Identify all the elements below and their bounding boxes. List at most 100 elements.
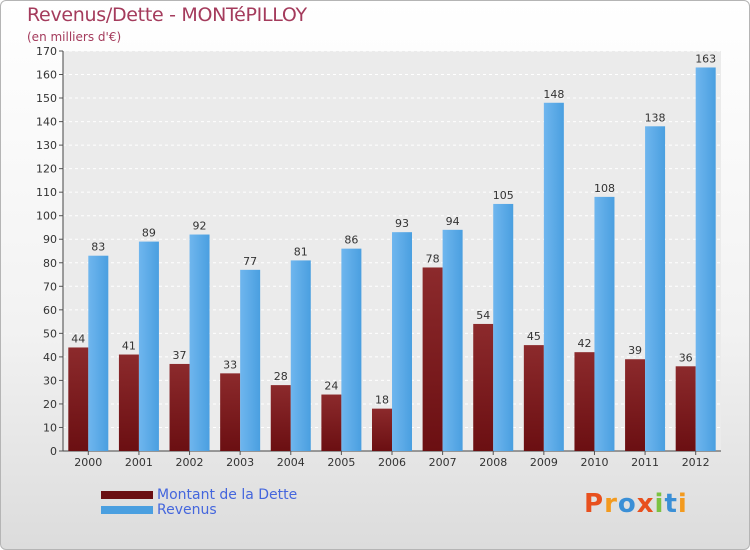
bar-dette [675,366,696,451]
data-label: 33 [223,358,237,371]
data-label: 45 [527,330,541,343]
bar-revenus [493,203,514,451]
y-tick-label: 40 [43,351,57,364]
legend-label-dette: Montant de la Dette [157,486,298,503]
bar-revenus [543,102,564,451]
chart-subtitle: (en milliers d'€) [27,30,122,44]
data-label: 24 [324,380,338,393]
x-tick-label: 2010 [580,456,608,469]
bar-dette [169,363,190,451]
data-label: 105 [493,189,514,202]
logo-letter: x [636,489,655,519]
logo-letter: o [617,489,637,519]
bar-dette [574,352,595,451]
bar-revenus [695,67,716,452]
data-label: 18 [375,394,389,407]
data-label: 83 [91,241,105,254]
y-tick-label: 50 [43,327,57,340]
data-label: 94 [446,215,460,228]
data-label: 42 [577,337,591,350]
data-label: 77 [243,255,257,268]
y-tick-label: 10 [43,421,57,434]
x-tick-label: 2000 [74,456,102,469]
y-tick-label: 80 [43,257,57,270]
data-label: 44 [71,332,85,345]
logo-letter: r [604,489,618,519]
logo-letter: i [654,489,665,519]
data-label: 78 [426,252,440,265]
x-tick-label: 2002 [176,456,204,469]
data-label: 93 [395,217,409,230]
bar-dette [220,373,241,451]
y-tick-label: 70 [43,280,57,293]
x-tick-label: 2001 [125,456,153,469]
data-label: 148 [543,88,564,101]
bar-revenus [392,232,412,451]
data-label: 92 [193,220,207,233]
bar-revenus [138,241,159,451]
x-tick-label: 2006 [378,456,406,469]
legend: Montant de la Dette Revenus [101,486,298,518]
chart-title: Revenus/Dette - MONTéPILLOY [27,4,307,26]
data-label: 138 [645,111,666,124]
y-tick-label: 160 [36,69,57,82]
bar-dette [523,345,544,451]
data-label: 86 [344,234,358,247]
x-tick-label: 2011 [631,456,659,469]
y-tick-label: 130 [36,139,57,152]
x-tick-label: 2003 [226,456,254,469]
x-tick-label: 2004 [277,456,305,469]
bar-revenus [341,248,362,451]
bar-dette [270,385,291,451]
data-label: 108 [594,182,615,195]
y-tick-label: 20 [43,398,57,411]
legend-item-revenus: Revenus [101,501,297,518]
bar-dette [625,359,646,451]
bar-dette [422,267,443,451]
x-tick-label: 2005 [327,456,355,469]
bar-revenus [290,260,311,451]
data-label: 37 [173,349,187,362]
bar-revenus [645,126,666,451]
bar-dette [372,408,392,451]
y-tick-label: 120 [36,163,57,176]
x-tick-label: 2007 [429,456,457,469]
data-label: 89 [142,227,156,240]
bar-revenus [240,269,261,451]
legend-swatch-dette [101,490,153,499]
y-tick-label: 170 [36,45,57,58]
bar-revenus [189,234,210,451]
logo-letter: t [664,489,678,519]
data-label: 41 [122,340,136,353]
logo-letter: i [677,489,688,519]
y-tick-label: 100 [36,210,57,223]
logo-letter: P [584,489,605,519]
proxiti-logo: Proxiti [584,489,688,519]
bar-dette [68,347,89,451]
y-tick-label: 0 [50,445,57,458]
legend-item-dette: Montant de la Dette [101,486,298,503]
y-tick-label: 90 [43,233,57,246]
data-label: 28 [274,370,288,383]
bar-dette [321,394,342,451]
y-tick-label: 110 [36,186,57,199]
y-tick-label: 150 [36,92,57,105]
data-label: 81 [294,245,308,258]
bar-dette [118,354,139,451]
legend-label-revenus: Revenus [157,501,217,518]
y-tick-label: 30 [43,374,57,387]
data-label: 163 [695,52,716,65]
bar-revenus [88,255,109,451]
data-label: 39 [628,344,642,357]
bar-revenus [442,229,463,451]
bar-dette [473,323,494,451]
bar-revenus [594,196,615,451]
data-label: 54 [476,309,490,322]
data-label: 36 [679,351,693,364]
x-tick-label: 2009 [530,456,558,469]
x-tick-label: 2012 [682,456,710,469]
y-tick-label: 60 [43,304,57,317]
legend-swatch-revenus [101,505,153,514]
